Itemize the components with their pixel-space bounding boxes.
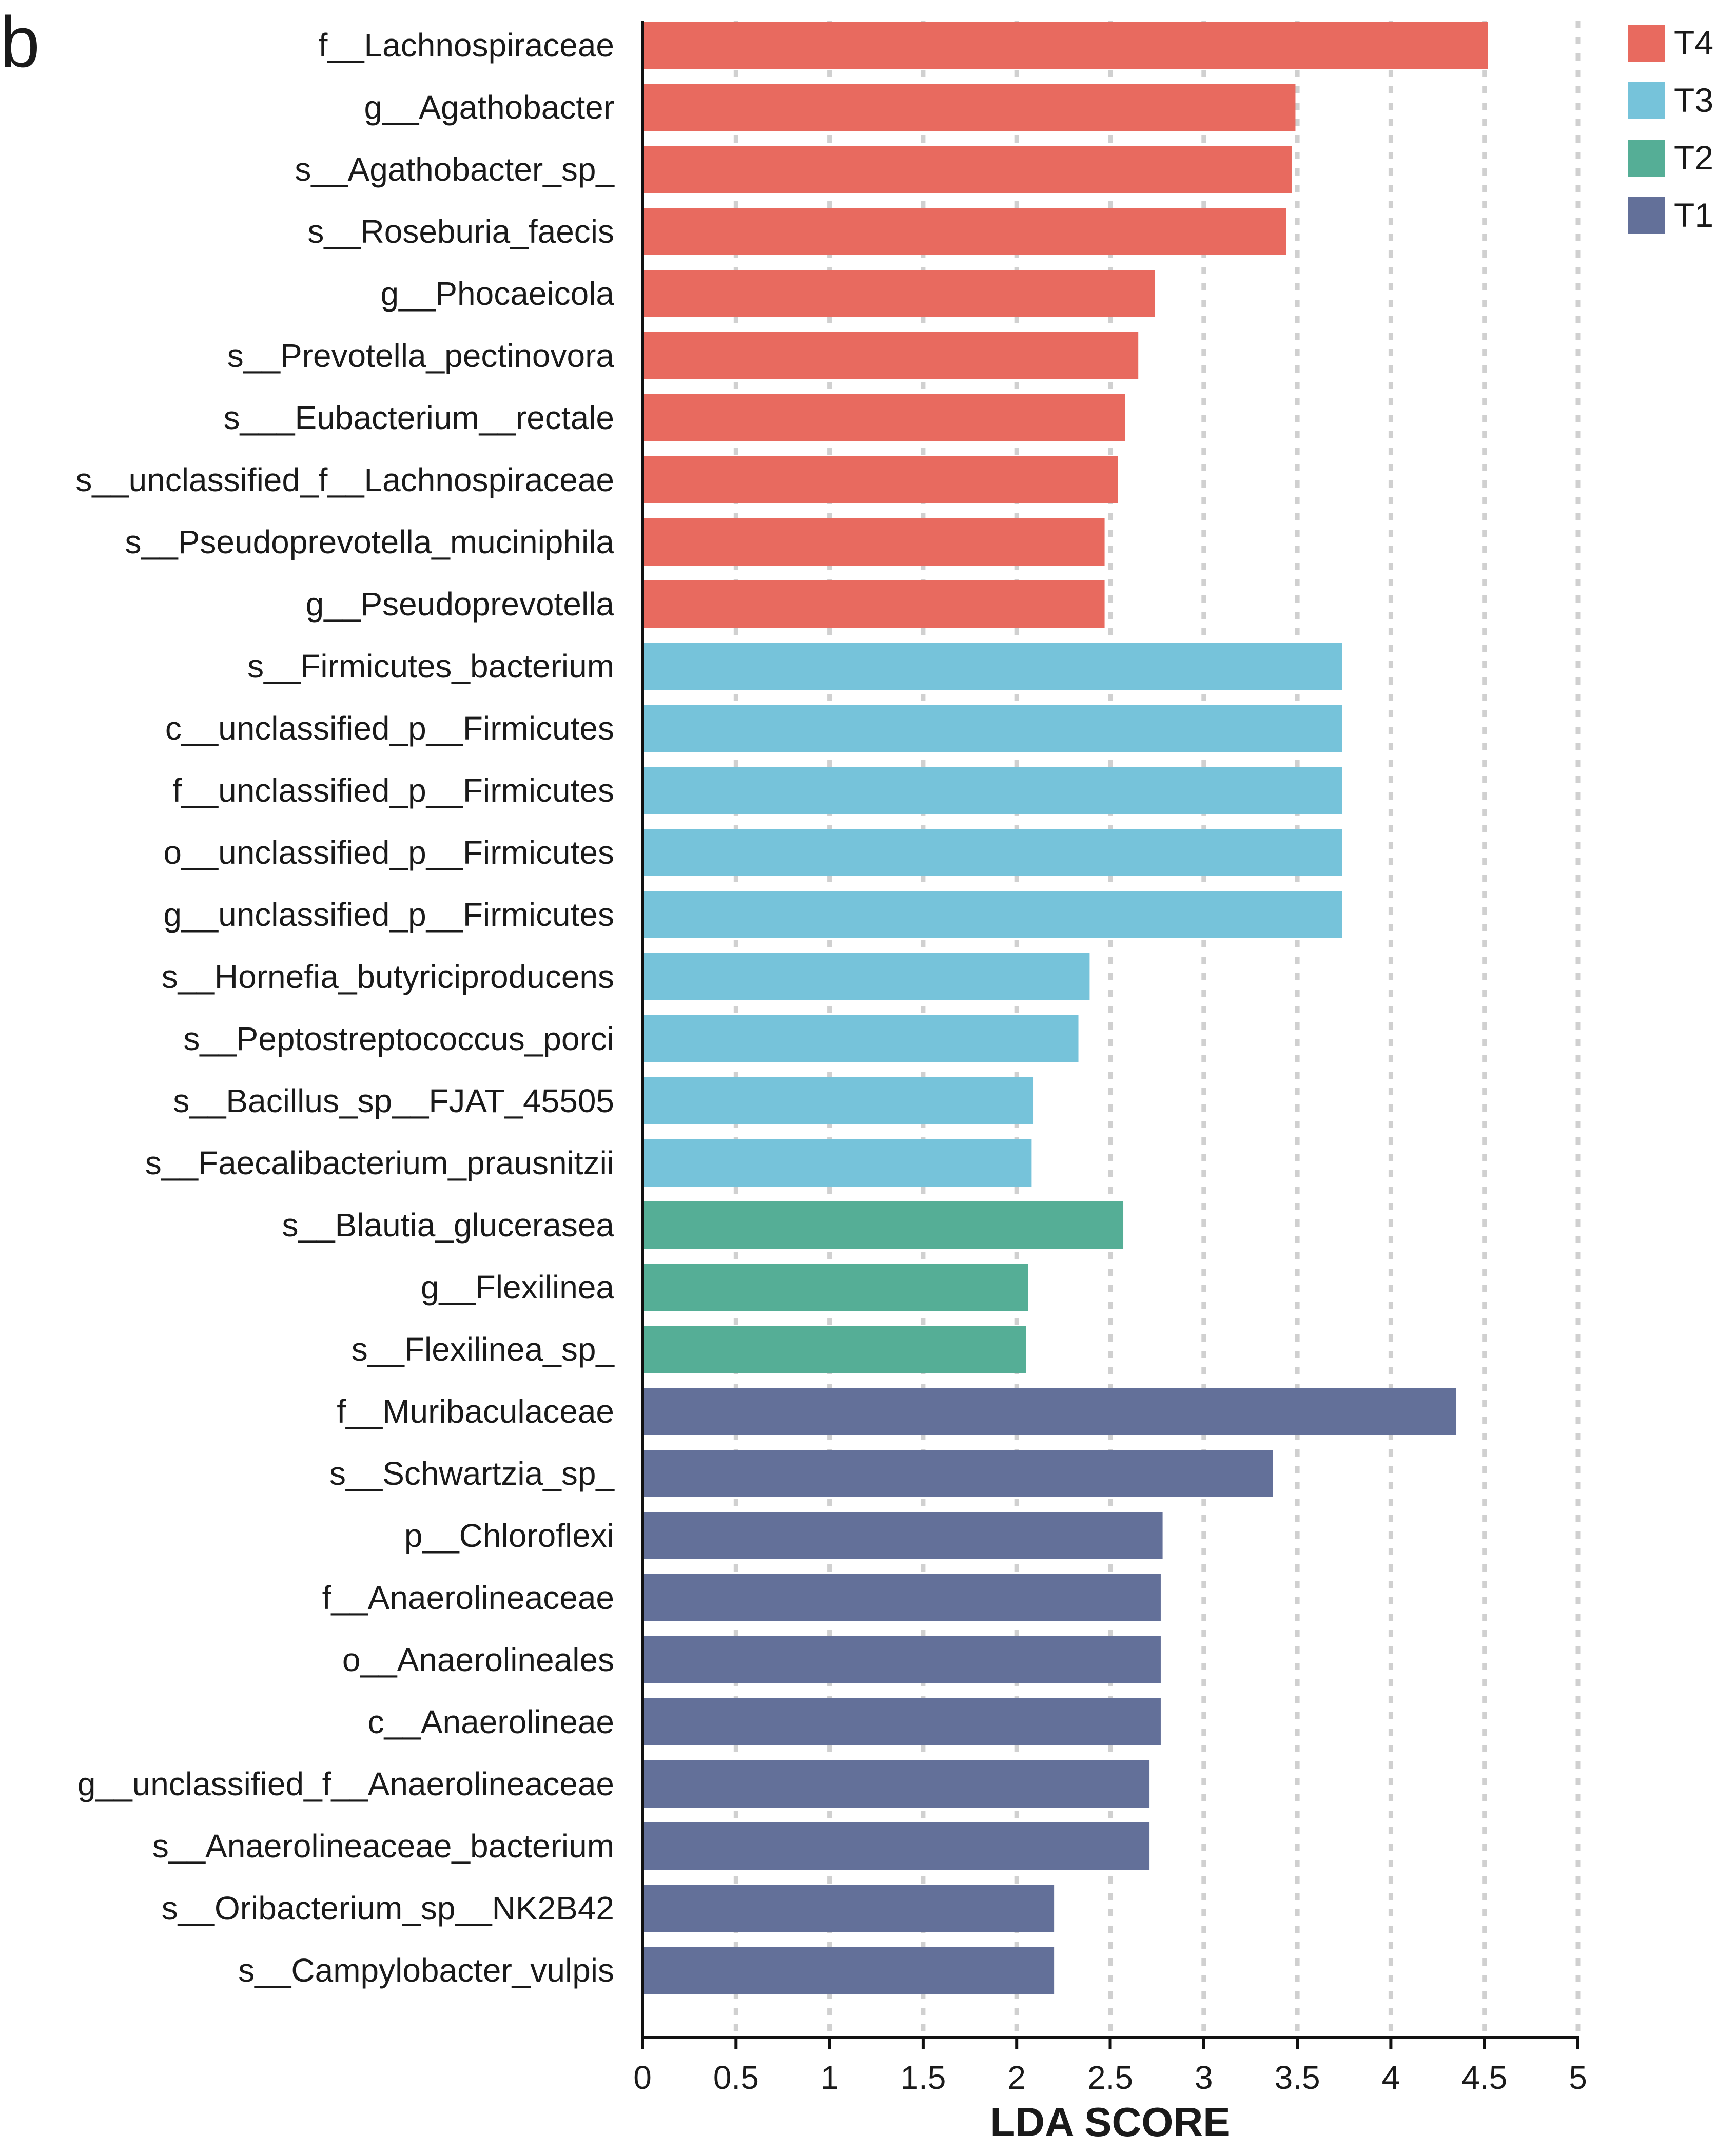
bar [642,22,1488,69]
x-tick-label: 0.5 [713,2059,759,2096]
bar [642,1139,1032,1187]
category-label: s__Oribacterium_sp__NK2B42 [162,1890,614,1927]
x-tick-label: 0 [633,2059,652,2096]
category-label: s__Schwartzia_sp_ [329,1455,615,1492]
category-label: s__Firmicutes_bacterium [247,648,614,685]
category-label: f__Muribaculaceae [337,1393,614,1430]
legend-swatch [1628,140,1665,177]
category-label: f__unclassified_p__Firmicutes [172,772,614,809]
bar [642,1760,1150,1808]
category-label: o__unclassified_p__Firmicutes [163,834,614,871]
category-label: c__unclassified_p__Firmicutes [165,710,614,747]
bar [642,1388,1457,1435]
category-label: s__Hornefia_butyriciproducens [162,958,614,995]
bar [642,332,1139,379]
category-label: p__Chloroflexi [404,1517,614,1554]
x-tick-label: 3.5 [1275,2059,1320,2096]
category-label: f__Anaerolineaceae [322,1579,614,1616]
bar [642,146,1292,193]
category-label: g__unclassified_p__Firmicutes [163,896,614,933]
category-label: c__Anaerolineae [368,1703,614,1740]
bar [642,891,1342,938]
legend-label: T3 [1674,81,1713,119]
legend: T4 T3 T2 T1 [1628,24,1713,234]
bar [642,705,1342,752]
bar [642,208,1286,255]
category-label: s__Anaerolineaceae_bacterium [152,1828,614,1865]
bar [642,953,1090,1000]
bar [642,580,1105,628]
category-label: s__Faecalibacterium_prausnitzii [145,1145,614,1181]
bar [642,829,1342,876]
category-label: s__Flexilinea_sp_ [352,1331,615,1368]
bar [642,518,1105,566]
bar [642,1450,1273,1497]
x-tick-label: 4 [1382,2059,1400,2096]
legend-label: T4 [1674,24,1713,62]
category-label: s__Blautia_glucerasea [282,1207,614,1244]
bar [642,1326,1026,1373]
bar [642,270,1156,317]
bar [642,84,1296,131]
bar [642,767,1342,814]
bar [642,1636,1161,1683]
category-label: s__Prevotella_pectinovora [227,337,615,374]
x-tick-label: 5 [1569,2059,1587,2096]
category-label: g__Phocaeicola [381,275,615,312]
bar [642,1947,1055,1994]
bar [642,456,1118,503]
category-label: o__Anaerolineales [342,1641,614,1678]
bar [642,1264,1028,1311]
category-label: s__Peptostreptococcus_porci [183,1020,614,1057]
legend-swatch [1628,197,1665,234]
bar [642,1077,1034,1124]
legend-swatch [1628,82,1665,119]
category-labels: f__Lachnospiraceae g__Agathobacter s__Agat… [75,27,615,1989]
x-axis-ticks: 0 0.5 1 1.5 2 2.5 3 3.5 4 4.5 5 [633,2038,1587,2096]
bar [642,1015,1079,1062]
category-label: g__Pseudoprevotella [306,586,615,623]
bar [642,643,1342,690]
x-tick-label: 1 [821,2059,839,2096]
bar [642,1698,1161,1745]
bar [642,1574,1161,1621]
bar [642,1512,1163,1559]
x-tick-label: 4.5 [1461,2059,1507,2096]
category-label: s__Roseburia_faecis [307,213,614,250]
category-label: s__Campylobacter_vulpis [238,1952,614,1989]
category-label: s__Bacillus_sp__FJAT_45505 [173,1082,614,1119]
category-label: g__Agathobacter [364,89,615,126]
category-label: f__Lachnospiraceae [319,27,614,64]
bar-series [642,22,1488,1994]
category-label: s___Eubacterium__rectale [224,399,614,436]
category-label: s__Agathobacter_sp_ [295,151,615,188]
panel-letter: b [0,2,40,82]
x-tick-label: 3 [1195,2059,1213,2096]
x-tick-label: 2.5 [1087,2059,1133,2096]
legend-label: T2 [1674,139,1713,177]
legend-label: T1 [1674,196,1713,234]
bar [642,1822,1150,1870]
bar [642,394,1125,441]
bar [642,1885,1055,1932]
category-label: g__unclassified_f__Anaerolineaceae [77,1766,614,1802]
category-label: s__Pseudoprevotella_muciniphila [125,523,615,560]
category-label: g__Flexilinea [421,1269,615,1306]
x-tick-label: 2 [1007,2059,1026,2096]
legend-swatch [1628,25,1665,62]
x-axis-title: LDA SCORE [990,2099,1230,2145]
category-label: s__unclassified_f__Lachnospiraceae [75,461,614,498]
bar [642,1201,1124,1249]
x-tick-label: 1.5 [900,2059,946,2096]
